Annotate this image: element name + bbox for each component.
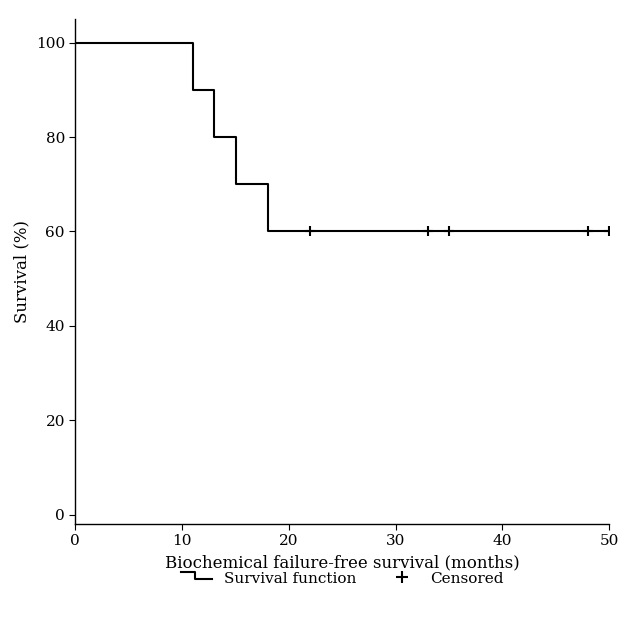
Y-axis label: Survival (%): Survival (%) <box>13 220 30 323</box>
Legend: Survival function, Censored: Survival function, Censored <box>175 565 509 592</box>
X-axis label: Biochemical failure-free survival (months): Biochemical failure-free survival (month… <box>165 554 519 571</box>
